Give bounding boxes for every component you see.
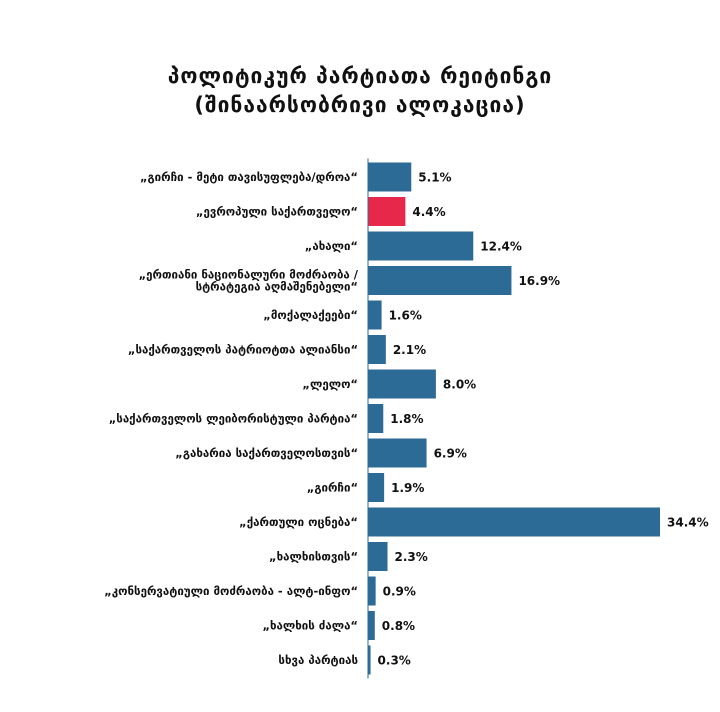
category-label-5: „საქართველოს პატრიოტთა ალიანსი“ (128, 343, 358, 357)
bar-5 (368, 335, 386, 364)
category-label-13: „ხალხის ძალა“ (262, 619, 358, 633)
value-label-3: 16.9% (518, 274, 560, 288)
category-label-11: „ხალხისთვის“ (269, 550, 358, 564)
bar-9 (368, 473, 385, 502)
value-labels-group: 5.1% 4.4% 12.4% 16.9% 1.6% 2.1% 8.0% 1.8% 6.9% 1.… (378, 171, 709, 668)
value-label-6: 8.0% (443, 378, 476, 392)
bar-6 (368, 369, 436, 399)
value-label-5: 2.1% (393, 343, 426, 357)
bar-0 (368, 162, 412, 192)
category-label-8: „გახარია საქართველოსთვის“ (175, 446, 358, 460)
category-label-7: „საქართველოს ლეიბორისტული პარტია“ (109, 412, 358, 426)
value-label-11: 2.3% (395, 550, 428, 564)
category-label-9: „გირჩი“ (307, 481, 358, 495)
value-label-9: 1.9% (391, 481, 424, 495)
bar-14 (368, 645, 371, 675)
category-label-2: „ახალი“ (305, 239, 358, 253)
bar-7 (368, 404, 384, 433)
category-label-14: სხვა პარტიას (278, 653, 358, 667)
chart-title-line-2: (შინაარსობრივი ალოკაცია) (194, 93, 526, 117)
value-label-4: 1.6% (389, 309, 422, 323)
category-label-6: „ლელო“ (302, 377, 358, 391)
value-label-13: 0.8% (382, 619, 415, 633)
bar-2 (368, 231, 474, 261)
value-label-8: 6.9% (434, 447, 467, 461)
chart-title-line-1: პოლიტიკურ პარტიათა რეიტინგი (167, 64, 553, 88)
bar-3 (368, 266, 512, 295)
bars-group (368, 162, 660, 675)
bar-1 (368, 197, 406, 226)
category-label-12: „კონსერვატიული მოძრაობა - ალტ-ინფო“ (104, 584, 358, 598)
category-label-10: „ქართული ოცნება“ (239, 515, 358, 529)
value-label-0: 5.1% (418, 171, 451, 185)
bar-8 (368, 438, 427, 468)
category-label-0: „გირჩი - მეტი თავისუფლება/დროა“ (140, 170, 358, 184)
category-labels-group: „გირჩი - მეტი თავისუფლება/დროა“ „ევროპული… (104, 170, 359, 667)
value-label-7: 1.8% (390, 412, 423, 426)
category-label-3-line-0: „ერთიანი ნაციონალური მოძრაობა / (139, 268, 359, 282)
value-label-14: 0.3% (378, 654, 411, 668)
bar-10 (368, 507, 660, 537)
value-label-12: 0.9% (383, 585, 416, 599)
value-label-10: 34.4% (667, 516, 709, 530)
category-label-1: „ევროპული საქართველო“ (196, 205, 358, 219)
value-label-2: 12.4% (480, 240, 522, 254)
bar-11 (368, 542, 388, 571)
value-label-1: 4.4% (412, 205, 445, 219)
bar-13 (368, 611, 375, 640)
category-label-3-line-1: სტრატეგია აღმაშენებელი“ (196, 280, 358, 294)
bar-12 (368, 576, 376, 606)
category-label-4: „მოქალაქეები“ (263, 308, 358, 322)
bar-4 (368, 300, 382, 330)
